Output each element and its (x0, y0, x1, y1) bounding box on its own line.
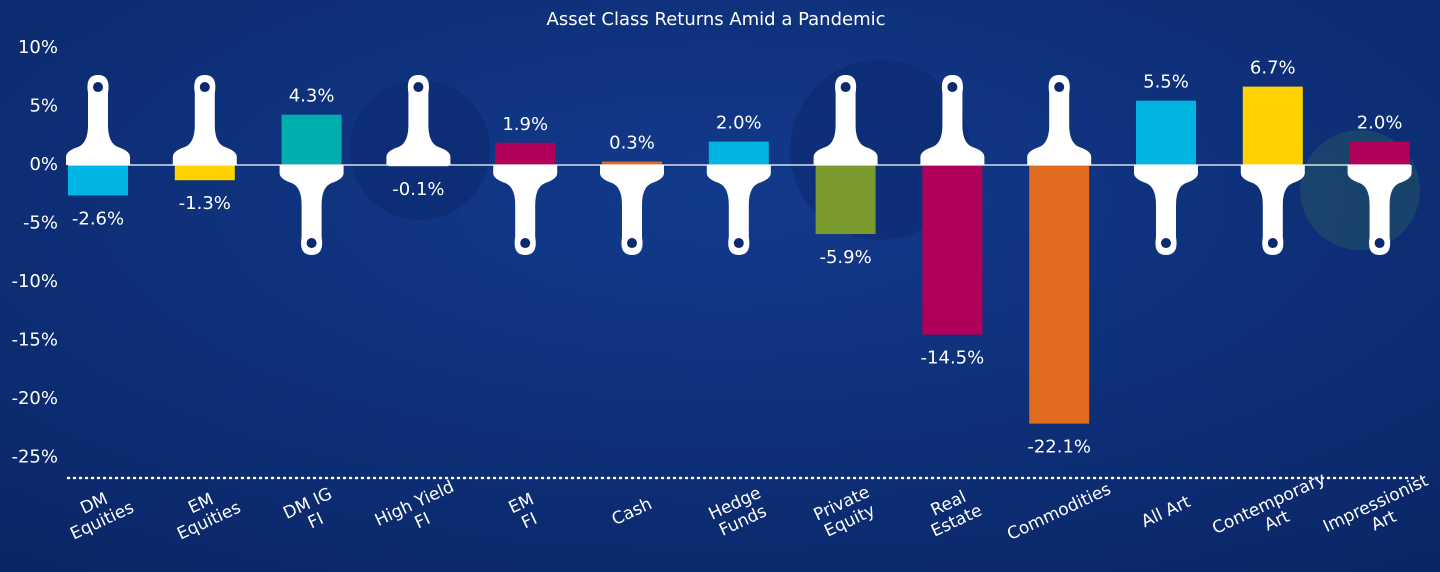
paintbrush (66, 75, 130, 166)
y-tick-label: 0% (29, 154, 58, 175)
bar (174, 165, 235, 181)
bar (1029, 165, 1090, 424)
paintbrush (706, 165, 771, 256)
brush-hole (199, 82, 210, 93)
brush-handle (1134, 165, 1198, 256)
brush-hole (733, 238, 744, 249)
value-label: 5.5% (1143, 72, 1189, 93)
brush-hole (627, 238, 637, 249)
value-label: 4.3% (289, 86, 335, 107)
brush-hole (520, 238, 531, 249)
paintbrush (1027, 75, 1092, 166)
bar (1136, 100, 1196, 166)
brush-handle (1240, 165, 1305, 256)
brush-handle (600, 165, 664, 256)
chart-title: Asset Class Returns Amid a Pandemic (547, 9, 886, 30)
paintbrush (493, 165, 558, 256)
value-label: 2.0% (1357, 113, 1403, 134)
paintbrush (279, 165, 344, 256)
brush-handle (813, 75, 878, 166)
y-tick-label: -10% (11, 271, 58, 292)
value-label: 1.9% (502, 114, 548, 135)
brush-handle (706, 165, 771, 256)
paintbrush (1134, 165, 1198, 256)
brush-handle (386, 75, 451, 166)
paintbrush (1347, 165, 1412, 256)
value-label: -14.5% (921, 348, 985, 369)
brush-hole (1374, 238, 1385, 249)
brush-handle (920, 75, 985, 166)
brush-handle (493, 165, 558, 256)
paintbrush (813, 75, 878, 166)
y-tick-label: -15% (11, 330, 58, 351)
paintbrush (600, 165, 664, 256)
brush-hole (306, 238, 317, 249)
bar (68, 165, 128, 196)
bar (602, 161, 662, 166)
value-label: 0.3% (609, 133, 655, 154)
brush-handle (279, 165, 344, 256)
brush-hole (1054, 82, 1065, 93)
bar (1349, 141, 1410, 166)
brush-hole (413, 82, 424, 93)
bar (815, 165, 876, 235)
bar (1242, 86, 1303, 166)
bar (922, 165, 983, 335)
bar (708, 141, 769, 166)
value-label: -1.3% (179, 193, 231, 214)
value-label: -22.1% (1027, 437, 1091, 458)
brush-handle (66, 75, 130, 166)
y-tick-label: 10% (18, 37, 58, 58)
value-label: -5.9% (819, 247, 871, 268)
brush-hole (93, 82, 103, 93)
paintbrush (920, 75, 985, 166)
brush-handle (172, 75, 237, 166)
brush-hole (1161, 238, 1171, 249)
value-label: 6.7% (1250, 58, 1296, 79)
y-tick-label: -25% (11, 447, 58, 468)
paintbrush (386, 75, 451, 166)
value-label: -0.1% (392, 179, 444, 200)
brush-handle (1027, 75, 1092, 166)
y-tick-label: -20% (11, 388, 58, 409)
bar (495, 142, 556, 166)
paintbrush (172, 75, 237, 166)
brush-hole (1267, 238, 1278, 249)
bar (281, 114, 342, 166)
y-tick-label: 5% (29, 96, 58, 117)
y-tick-label: -5% (23, 213, 58, 234)
brush-handle (1347, 165, 1412, 256)
paintbrush (1240, 165, 1305, 256)
value-label: 2.0% (716, 113, 762, 134)
value-label: -2.6% (72, 208, 124, 229)
brush-hole (947, 82, 958, 93)
brush-hole (840, 82, 851, 93)
